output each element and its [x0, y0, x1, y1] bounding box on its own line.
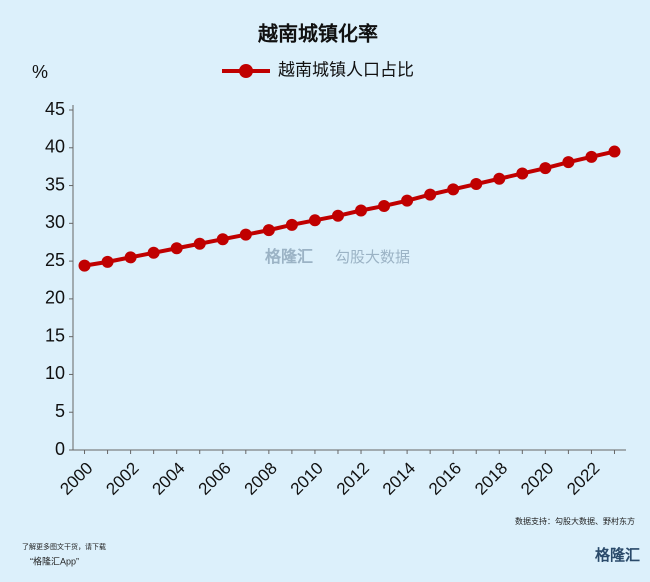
point [78, 259, 91, 272]
source-note: 数据支持：勾股大数据、野村东方 [515, 516, 635, 526]
legend-marker [239, 64, 253, 78]
point [493, 172, 506, 185]
legend-label: 越南城镇人口占比 [278, 60, 414, 79]
y-tick-label: 40 [45, 137, 65, 157]
y-tick-label: 0 [55, 439, 65, 459]
watermark: 勾股大数据 [335, 249, 410, 266]
point [170, 242, 183, 255]
y-tick-label: 5 [55, 401, 65, 421]
point [308, 214, 321, 227]
y-tick-label: 45 [45, 99, 65, 119]
point [262, 224, 275, 237]
point [193, 237, 206, 250]
y-tick-label: 10 [45, 363, 65, 383]
footer-text: 了解更多图文干货，请下载 [22, 542, 106, 551]
point [331, 209, 344, 222]
y-tick-label: 35 [45, 174, 65, 194]
point [539, 162, 552, 175]
y-axis-label: % [32, 62, 48, 82]
point [239, 228, 252, 241]
y-tick-label: 25 [45, 250, 65, 270]
point [470, 178, 483, 191]
point [285, 218, 298, 231]
point [562, 156, 575, 169]
y-tick-label: 15 [45, 325, 65, 345]
y-tick-label: 20 [45, 288, 65, 308]
y-tick-label: 30 [45, 212, 65, 232]
point [447, 183, 460, 196]
logo: 格隆汇 [595, 546, 640, 564]
point [216, 233, 229, 246]
point [516, 167, 529, 180]
watermark: 格隆汇 [265, 247, 313, 266]
point [101, 255, 114, 268]
point [378, 199, 391, 212]
point [424, 188, 437, 201]
point [608, 145, 621, 158]
point [124, 251, 137, 264]
point [401, 194, 414, 207]
point [355, 204, 368, 217]
footer-text: “格隆汇App” [30, 555, 79, 566]
chart-title: 越南城镇化率 [257, 21, 378, 45]
point [585, 150, 598, 163]
point [147, 246, 160, 259]
